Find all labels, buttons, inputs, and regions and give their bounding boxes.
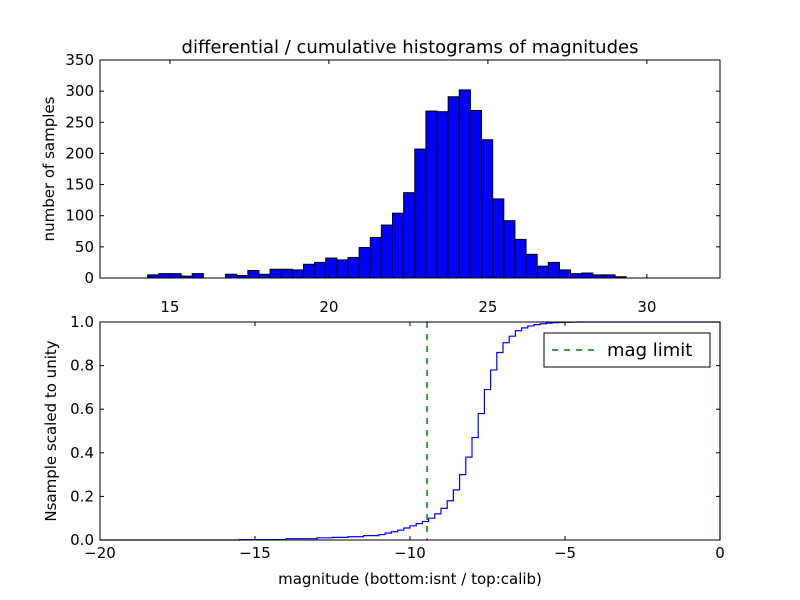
top-y-tick-label: 100: [65, 207, 94, 225]
histogram-bar: [536, 265, 549, 279]
top-x-tick-label: 30: [637, 298, 656, 316]
histogram-bar: [158, 273, 171, 279]
bottom-y-tick-label: 0.6: [70, 400, 94, 418]
bottom-x-tick-label: −10: [394, 544, 426, 562]
bottom-x-tick-label: −15: [239, 544, 271, 562]
cumulative-plot-area: [100, 321, 721, 541]
bottom-x-tick-label: −20: [84, 544, 116, 562]
bottom-y-tick-label: 0.0: [70, 531, 94, 549]
top-y-tick-label: 0: [84, 269, 94, 287]
histogram-bar: [280, 268, 293, 279]
histogram-bar: [269, 268, 282, 279]
histogram-bar: [492, 198, 505, 279]
histogram-bar: [481, 139, 494, 279]
top-x-tick-label: 25: [478, 298, 497, 316]
bottom-y-tick-label: 1.0: [70, 313, 94, 331]
histogram-bar: [314, 261, 327, 279]
histogram-bar: [425, 110, 438, 279]
histogram-bar: [369, 237, 382, 279]
histogram-bar: [358, 246, 371, 279]
histogram-bar: [403, 192, 416, 279]
legend: mag limit: [543, 332, 711, 368]
top-y-tick-label: 150: [65, 176, 94, 194]
histogram-bar: [447, 96, 460, 279]
histogram-bar: [503, 220, 516, 279]
histogram-bar: [570, 273, 583, 279]
histogram-bar: [191, 273, 204, 279]
chart-title: differential / cumulative histograms of …: [182, 37, 639, 58]
top-y-tick-label: 300: [65, 82, 94, 100]
histogram-bar: [436, 111, 449, 279]
histogram-bar: [169, 273, 182, 279]
top-x-tick-label: 20: [319, 298, 338, 316]
bottom-y-tick-label: 0.4: [70, 444, 94, 462]
cumulative-histogram-panel: Nsample scaled to unity magnitude (botto…: [42, 313, 725, 588]
histogram-bar: [247, 270, 260, 279]
bottom-axis-ticks: 0.0 0.2 0.4 0.6 0.8 1.0 −20 −15 −10 −5 0: [70, 313, 725, 562]
histogram-bar: [469, 109, 483, 279]
legend-box: [543, 332, 711, 368]
histogram-bar: [225, 273, 238, 279]
bottom-x-tick-label: 0: [715, 544, 725, 562]
histogram-bar: [414, 148, 427, 279]
bottom-y-axis-label: Nsample scaled to unity: [42, 340, 60, 521]
histogram-bar: [514, 238, 527, 279]
bottom-x-tick-label: −5: [554, 544, 576, 562]
histogram-bar: [380, 224, 394, 279]
top-y-axis-label: number of samples: [40, 96, 58, 241]
histogram-bar: [258, 273, 271, 279]
top-y-tick-label: 250: [65, 113, 94, 131]
histogram-bars: [147, 89, 627, 279]
cumulative-step-line: [100, 321, 721, 541]
top-axis-ticks: 0 50 100 150 200 250 300 350 15 20 25 30: [65, 51, 720, 316]
histogram-bar: [458, 89, 471, 279]
top-x-tick-label: 15: [160, 298, 179, 316]
top-y-tick-label: 350: [65, 51, 94, 69]
histogram-bar: [336, 259, 349, 279]
histogram-bar: [302, 263, 316, 279]
bottom-x-axis-label: magnitude (bottom:isnt / top:calib): [278, 570, 542, 588]
top-y-tick-label: 200: [65, 144, 94, 162]
histogram-bar: [291, 269, 304, 279]
histogram-bar: [347, 256, 360, 279]
histogram-bar: [325, 257, 338, 279]
legend-label: mag limit: [607, 340, 692, 361]
histogram-bar: [547, 261, 560, 279]
top-axes-frame: [99, 59, 721, 279]
top-y-tick-label: 50: [75, 238, 94, 256]
histogram-bar: [525, 253, 538, 279]
bottom-y-tick-label: 0.2: [70, 487, 94, 505]
histogram-bar: [581, 272, 594, 279]
histogram-bar: [558, 269, 572, 279]
bottom-axes-frame: [99, 321, 721, 541]
bottom-y-tick-label: 0.8: [70, 357, 94, 375]
histogram-bar: [392, 212, 405, 279]
differential-histogram-panel: differential / cumulative histograms of …: [40, 37, 721, 316]
